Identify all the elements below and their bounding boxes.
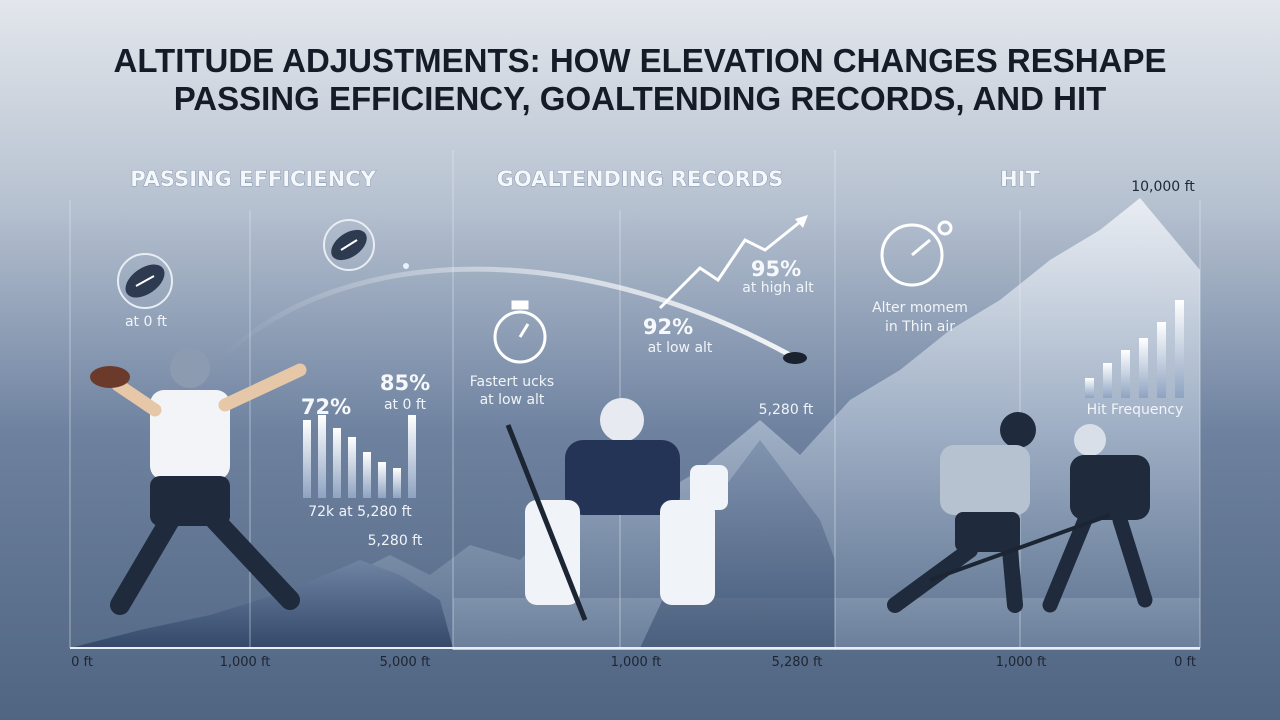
hockey-players <box>887 412 1153 613</box>
panel-heading: PASSING EFFICIENCY <box>130 167 376 191</box>
stopwatch-icon <box>880 220 953 287</box>
axis-label: 0 ft <box>1174 655 1196 670</box>
dot <box>403 263 409 269</box>
quarterback-figure <box>90 348 307 615</box>
axis-label: 1,000 ft <box>611 655 662 670</box>
mountain-range <box>70 198 1200 648</box>
stat: 95% <box>751 257 801 281</box>
football-icon <box>117 253 173 309</box>
bar-graphic <box>303 415 416 498</box>
axis-label: 0 ft <box>71 655 93 670</box>
trend-arrow <box>658 216 806 310</box>
label: 10,000 ft <box>1131 179 1195 195</box>
label: 5,280 ft <box>759 402 814 418</box>
label: 5,280 ft <box>368 533 423 549</box>
stat: 92% <box>643 315 693 339</box>
stat: 85% <box>380 371 430 395</box>
panel-heading: HIT <box>1000 167 1040 191</box>
axis-label: 1,000 ft <box>996 655 1047 670</box>
label: at high alt <box>742 280 814 296</box>
label: in Thin air <box>885 319 955 335</box>
axis-label: 5,000 ft <box>380 655 431 670</box>
trajectory <box>218 266 792 362</box>
label: at 0 ft <box>384 397 427 413</box>
label: 72k at 5,280 ft <box>308 504 412 520</box>
title: PASSING EFFICIENCY, GOALTENDING RECORDS,… <box>174 80 1107 117</box>
stat: 72% <box>301 395 351 419</box>
axis-label: 1,000 ft <box>220 655 271 670</box>
label: at 0 ft <box>125 314 168 330</box>
mountain-foreground <box>70 560 453 648</box>
stopwatch-icon <box>493 300 547 364</box>
goalie-figure <box>505 398 728 621</box>
puck <box>783 352 807 364</box>
label: at low alt <box>648 340 713 356</box>
title: ALTITUDE ADJUSTMENTS: HOW ELEVATION CHAN… <box>114 42 1167 79</box>
label: Fastert ucks <box>470 374 554 390</box>
bar-graphic <box>1085 300 1184 398</box>
arrow-head <box>795 215 808 228</box>
axis-label: 5,280 ft <box>772 655 823 670</box>
panel-heading: GOALTENDING RECORDS <box>497 167 784 191</box>
label: Alter momem <box>872 300 968 316</box>
football-icon <box>323 219 375 271</box>
label: at low alt <box>480 392 545 408</box>
label: Hit Frequency <box>1087 402 1184 418</box>
